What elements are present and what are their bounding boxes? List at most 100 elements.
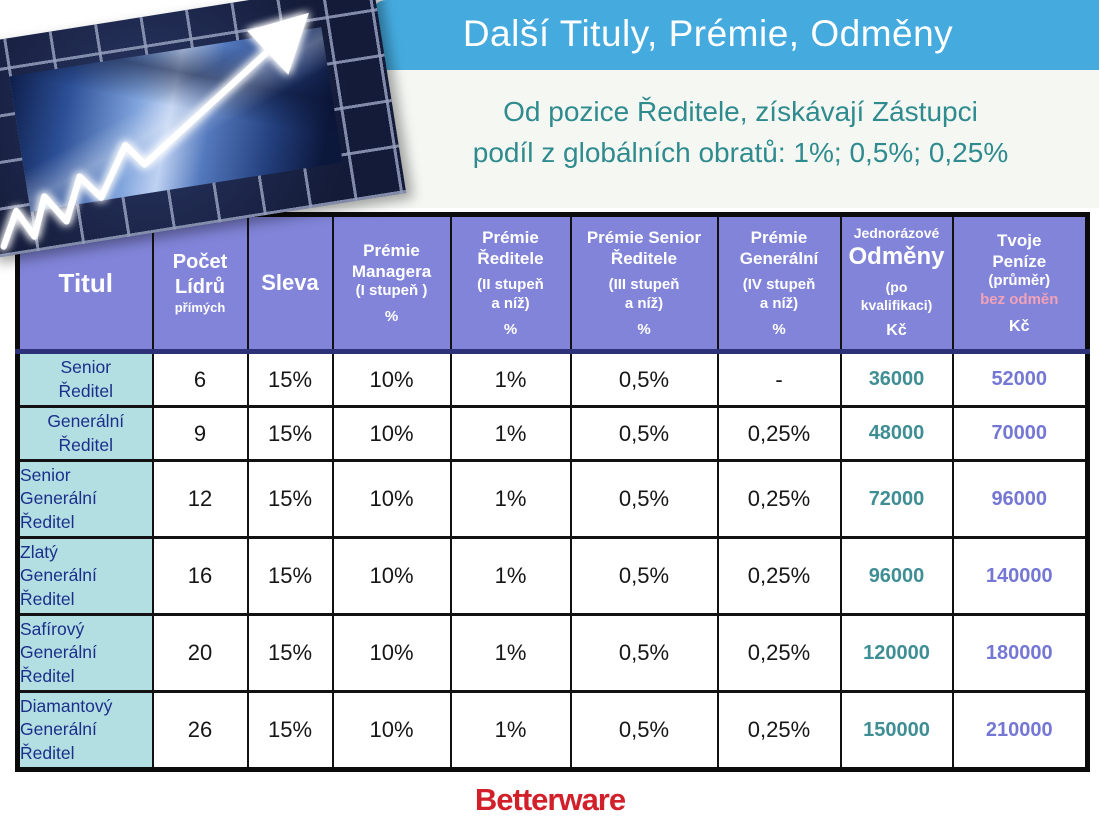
- value-cell: 10%: [331, 459, 452, 539]
- value-cell: 20: [151, 613, 249, 693]
- column-header-line: Kč: [1009, 317, 1030, 335]
- value-cell: 150000: [839, 690, 954, 771]
- column-header-line: Prémie: [363, 240, 420, 260]
- value-cell: 26: [151, 690, 249, 771]
- value-cell: 15%: [246, 536, 334, 616]
- value-cell: 70000: [951, 405, 1089, 462]
- value-cell: 0,5%: [569, 405, 719, 462]
- column-header-line: (průměr): [988, 272, 1051, 289]
- title-cell: Senior Generální Ředitel: [16, 459, 154, 539]
- column-header-premie-senior-reditele: Prémie Senior Ředitele (III stupeň a níž)%: [569, 213, 719, 354]
- column-header-sleva: Sleva: [246, 213, 334, 354]
- column-header-line: Počet: [172, 250, 228, 273]
- growth-arrow-icon: [0, 12, 309, 250]
- column-header-line: Ředitele: [610, 248, 678, 268]
- value-cell: 1%: [449, 690, 572, 771]
- column-header-pocet-lidru: Počet Lídrů přímých: [151, 213, 249, 354]
- value-cell: 12: [151, 459, 249, 539]
- value-cell: 0,5%: [569, 690, 719, 771]
- value-cell: 0,5%: [569, 613, 719, 693]
- value-cell: 0,25%: [716, 536, 842, 616]
- money-growth-photo: [0, 0, 407, 259]
- column-header-tvoje-penize: Tvoje Peníze (průměr) bez odměn Kč: [951, 213, 1089, 354]
- value-cell: 72000: [839, 459, 954, 539]
- value-cell: 52000: [951, 350, 1089, 408]
- column-header-line: %: [384, 307, 399, 325]
- title-cell: Generální Ředitel: [16, 405, 154, 462]
- value-cell: 96000: [839, 536, 954, 616]
- column-header-line: a níž): [491, 294, 530, 312]
- value-cell: 1%: [449, 350, 572, 408]
- value-cell: 36000: [839, 350, 954, 408]
- column-header-line: Titul: [58, 267, 113, 298]
- value-cell: 0,25%: [716, 405, 842, 462]
- column-header-line: %: [637, 320, 651, 338]
- column-header-line: Tvoje: [997, 230, 1042, 250]
- column-header-line: Managera: [351, 261, 432, 281]
- subtitle-line-1: Od pozice Ředitele, získávají Zástupci: [503, 96, 978, 127]
- value-cell: 15%: [246, 690, 334, 771]
- column-header-line: %: [772, 320, 786, 338]
- value-cell: 15%: [246, 613, 334, 693]
- value-cell: 1%: [449, 536, 572, 616]
- title-cell: Senior Ředitel: [16, 350, 154, 408]
- value-cell: 0,25%: [716, 613, 842, 693]
- slide-title-bar: Další Tituly, Prémie, Odměny: [372, 0, 1099, 70]
- column-header-line: %: [503, 320, 518, 338]
- column-header-line: Prémie Senior: [586, 227, 702, 247]
- value-cell: 15%: [246, 459, 334, 539]
- value-cell: 10%: [331, 350, 452, 408]
- column-header-line: Peníze: [992, 251, 1047, 271]
- betterware-logo: Betterware: [474, 782, 626, 817]
- value-cell: 210000: [951, 690, 1089, 771]
- column-header-jednorazove-odmeny: Jednorázové Odměny (po kvalifikaci) Kč: [839, 213, 954, 354]
- value-cell: 1%: [449, 459, 572, 539]
- value-cell: 1%: [449, 613, 572, 693]
- column-header-line: (po: [885, 279, 908, 296]
- value-cell: 180000: [951, 613, 1089, 693]
- column-header-line: Prémie: [482, 227, 539, 247]
- table-row: Zlatý Generální Ředitel 16 15% 10% 1% 0,5% 0,2…: [16, 536, 1089, 616]
- column-header-line: Kč: [886, 322, 907, 340]
- column-header-line: Jednorázové: [853, 224, 940, 241]
- column-header-line: Odměny: [848, 243, 945, 271]
- column-header-line: Lídrů: [175, 275, 225, 298]
- value-cell: 9: [151, 405, 249, 462]
- value-cell: 1%: [449, 405, 572, 462]
- value-cell: 48000: [839, 405, 954, 462]
- value-cell: 15%: [246, 350, 334, 408]
- table-header: Titul Počet Lídrů přímých Sleva Prémie Manager…: [16, 213, 1089, 354]
- value-cell: 0,5%: [569, 459, 719, 539]
- table-row: Senior Generální Ředitel 12 15% 10% 1% 0,5% 0,…: [16, 459, 1089, 539]
- title-cell: Safírový Generální Ředitel: [16, 613, 154, 693]
- column-header-line: kvalifikaci): [860, 296, 933, 313]
- column-header-premie-generalni: Prémie Generální (IV stupeň a níž)%: [716, 213, 842, 354]
- value-cell: 0,5%: [569, 350, 719, 408]
- header-row: Titul Počet Lídrů přímých Sleva Prémie Manager…: [16, 213, 1089, 354]
- footer: Betterware: [15, 782, 1085, 818]
- column-header-line: Prémie: [750, 227, 808, 247]
- table-row: Generální Ředitel 9 15% 10% 1% 0,5% 0,25% 48000…: [16, 405, 1089, 462]
- subtitle: Od pozice Ředitele, získávají Zástupci p…: [392, 92, 1089, 173]
- value-cell: 6: [151, 350, 249, 408]
- column-header-line: a níž): [759, 294, 799, 312]
- column-header-line: (II stupeň: [477, 276, 544, 294]
- title-cell: Diamantový Generální Ředitel: [16, 690, 154, 771]
- subtitle-line-2: podíl z globálních obratů: 1%; 0,5%; 0,2…: [472, 136, 1009, 168]
- titles-premiums-table: Titul Počet Lídrů přímých Sleva Prémie Manager…: [15, 212, 1090, 772]
- value-cell: 15%: [246, 405, 334, 462]
- value-cell: 0,25%: [716, 690, 842, 771]
- column-header-line: Generální: [739, 248, 819, 268]
- column-header-line: (IV stupeň: [742, 276, 816, 294]
- column-header-line: (III stupeň: [608, 276, 680, 294]
- column-header-line: (I stupeň ): [355, 282, 428, 299]
- value-cell: 140000: [951, 536, 1089, 616]
- table-body: Senior Ředitel 6 15% 10% 1% 0,5% -36000 52000 Ge…: [16, 350, 1089, 771]
- column-header-line: a níž): [624, 294, 664, 312]
- value-cell: 10%: [331, 405, 452, 462]
- value-cell: 0,25%: [716, 459, 842, 539]
- value-cell: 120000: [839, 613, 954, 693]
- value-cell: 0,5%: [569, 536, 719, 616]
- title-cell: Zlatý Generální Ředitel: [16, 536, 154, 616]
- column-header-premie-reditele: Prémie Ředitele (II stupeň a níž)%: [449, 213, 572, 354]
